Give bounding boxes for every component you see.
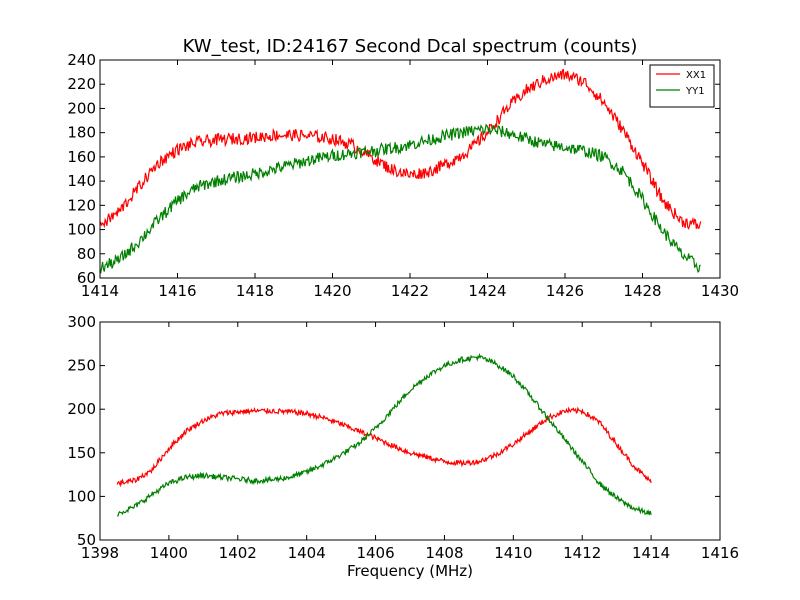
chart1-y-tick-label: 220 <box>67 75 96 93</box>
chart1-x-tick-label: 1428 <box>623 282 661 300</box>
chart2-x-tick-label: 1412 <box>563 544 601 562</box>
chart1-y-tick-label: 80 <box>77 245 96 263</box>
chart1-x-tick-label: 1414 <box>81 282 119 300</box>
chart1-x-tick-label: 1416 <box>158 282 196 300</box>
chart1-x-tick-label: 1430 <box>701 282 739 300</box>
chart2-y-tick-label: 100 <box>67 487 96 505</box>
chart2-series-line-2 <box>117 352 652 517</box>
chart2-x-tick-label: 1414 <box>632 544 670 562</box>
chart1-y-tick-label: 120 <box>67 196 96 214</box>
chart2-x-tick-label: 1400 <box>150 544 188 562</box>
chart1-legend <box>649 64 715 108</box>
chart2-y-tick-label: 300 <box>67 313 96 331</box>
chart1-y-tick-label: 240 <box>67 51 96 69</box>
chart1-legend-label-yy1: YY1 <box>685 86 705 97</box>
chart1-x-tick-label: 1418 <box>236 282 274 300</box>
chart1-series-xx1 <box>100 68 702 230</box>
chart2-x-tick-label: 1416 <box>701 544 739 562</box>
chart1-y-tick-label: 100 <box>67 221 96 239</box>
chart1-y-tick-label: 60 <box>77 269 96 287</box>
chart2-y-tick-label: 150 <box>67 444 96 462</box>
chart2-plot: 1398 1400 1402 1404 1406 1408 1410 1412 1414 1416… <box>67 313 739 562</box>
chart1-y-tick-label: 180 <box>67 124 96 142</box>
chart2-y-tick-label: 200 <box>67 400 96 418</box>
chart2-x-tick-label: 1408 <box>425 544 463 562</box>
chart2-x-tick-label: 1410 <box>494 544 532 562</box>
chart1-title: KW_test, ID:24167 Second Dcal spectrum (… <box>183 36 638 57</box>
chart2-y-tick-label: 250 <box>67 357 96 375</box>
chart2-x-tick-label: 1404 <box>288 544 326 562</box>
chart2-x-tick-label: 1406 <box>356 544 394 562</box>
chart1-x-tick-label: 1422 <box>391 282 429 300</box>
chart2-series-line-1 <box>116 406 652 488</box>
chart1-y-tick-label: 160 <box>67 148 96 166</box>
chart1-x-tick-label: 1420 <box>313 282 351 300</box>
chart2-x-tick-label: 1402 <box>219 544 257 562</box>
chart2-y-tick-label: 50 <box>77 531 96 549</box>
chart1-legend-label-xx1: XX1 <box>686 70 706 81</box>
chart2-axes-frame <box>99 321 721 541</box>
chart1-x-tick-label: 1426 <box>546 282 584 300</box>
chart2-x-tick-label: 1398 <box>81 544 119 562</box>
chart2-x-axis-label: Frequency (MHz) <box>347 562 473 580</box>
chart1-plot: 1414 1416 1418 1420 1422 1424 1426 1428 1430 60 80… <box>67 51 739 300</box>
chart1-series-yy1 <box>100 123 701 275</box>
chart1-x-tick-label: 1424 <box>468 282 506 300</box>
chart1-y-tick-label: 200 <box>67 99 96 117</box>
chart1-y-tick-label: 140 <box>67 172 96 190</box>
